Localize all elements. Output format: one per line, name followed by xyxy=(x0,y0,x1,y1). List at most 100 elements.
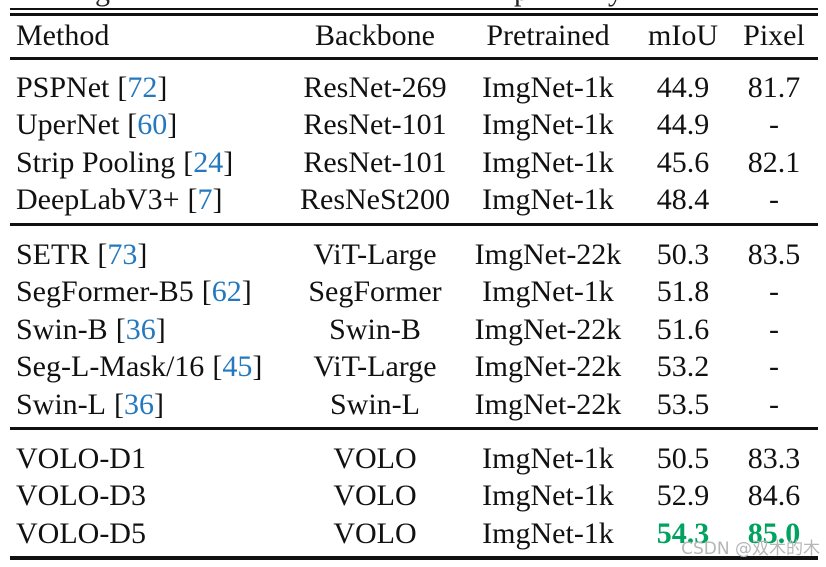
method-name: PSPNet xyxy=(16,70,110,104)
pixel-value: 83.5 xyxy=(747,237,801,271)
citation-bracket-open: [ xyxy=(127,108,138,142)
method-name: DeepLabV3+ xyxy=(16,183,180,217)
col-header-pretrained: Pretrained xyxy=(486,19,610,52)
pretrained-cell: ImgNet-1k xyxy=(482,145,614,179)
citation-bracket-close: ] xyxy=(241,275,252,309)
backbone-cell: ResNet-101 xyxy=(303,108,447,142)
citation-bracket-open: [ xyxy=(183,145,194,179)
pretrained-cell: ImgNet-1k xyxy=(482,516,614,550)
pixel-value: 85.0 xyxy=(747,516,801,550)
pretrained-cell: ImgNet-1k xyxy=(482,275,614,309)
table-group-volo: VOLO-D1 VOLO ImgNet-1k 50.5 83.3 VOLO-D3 VOLO I… xyxy=(10,440,818,553)
citation-bracket-close: ] xyxy=(154,387,164,421)
citation-bracket-close: ] xyxy=(252,350,263,384)
pixel-value: - xyxy=(769,387,779,421)
miou-value: 52.9 xyxy=(656,479,710,513)
pixel-value: 83.3 xyxy=(747,441,801,475)
pixel-value: - xyxy=(769,275,779,309)
miou-value: 50.3 xyxy=(656,237,710,271)
header-rule xyxy=(10,57,818,60)
method-cell: VOLO-D5 xyxy=(10,517,290,551)
citation-link[interactable]: 72 xyxy=(127,70,158,104)
method-cell: VOLO-D3 xyxy=(10,479,290,513)
miou-value: 51.8 xyxy=(656,275,710,309)
pretrained-cell: ImgNet-22k xyxy=(474,237,622,271)
method-name: VOLO-D1 xyxy=(16,441,146,475)
group1-bottom-rule xyxy=(10,223,818,226)
method-cell: Strip Pooling [24] xyxy=(10,146,290,180)
header-row: Method Backbone Pretrained mIoU Pixel xyxy=(10,16,818,56)
table-header: Method Backbone Pretrained mIoU Pixel xyxy=(10,16,818,56)
pretrained-cell: ImgNet-1k xyxy=(482,183,614,217)
citation-link[interactable]: 24 xyxy=(193,145,224,179)
citation-bracket-close: ] xyxy=(212,183,223,217)
citation-link[interactable]: 62 xyxy=(211,275,242,309)
table-group-transformers: SETR [73] ViT-Large ImgNet-22k 50.3 83.5 SegFo… xyxy=(10,236,818,424)
table-row: SegFormer-B5 [62] SegFormer ImgNet-1k 51.8 - xyxy=(10,274,818,312)
citation-bracket-open: [ xyxy=(201,275,212,309)
clipped-caption-strip: gpy xyxy=(0,0,826,7)
citation-bracket-open: [ xyxy=(212,350,223,384)
method-cell: VOLO-D1 xyxy=(10,442,290,476)
backbone-cell: VOLO xyxy=(333,479,417,513)
citation-bracket-open: [ xyxy=(115,312,126,346)
citation-link[interactable]: 60 xyxy=(137,108,168,142)
backbone-cell: ViT-Large xyxy=(313,237,437,271)
miou-value: 50.5 xyxy=(656,441,710,475)
table-group-cnn-baselines: PSPNet [72] ResNet-269 ImgNet-1k 44.9 81.7 Upe… xyxy=(10,69,818,219)
method-name: Swin-L xyxy=(16,387,106,421)
table-row: Swin-L [36] Swin-L ImgNet-22k 53.5- xyxy=(10,386,818,424)
method-cell: DeepLabV3+ [7] xyxy=(10,183,290,217)
miou-value: 51.6 xyxy=(656,312,710,346)
citation-bracket-close: ] xyxy=(157,70,168,104)
col-header-miou: mIoU xyxy=(648,19,718,52)
pretrained-cell: ImgNet-1k xyxy=(482,70,614,104)
miou-value: 44.9 xyxy=(656,108,710,142)
citation-link[interactable]: 36 xyxy=(125,312,156,346)
table-row: Strip Pooling [24] ResNet-101 ImgNet-1k 45.6… xyxy=(10,144,818,182)
csdn-watermark: CSDN @双木的木 xyxy=(681,539,820,559)
method-cell: UperNet [60] xyxy=(10,108,290,142)
pretrained-cell: ImgNet-22k xyxy=(474,350,622,384)
col-header-pixel: Pixel xyxy=(743,19,805,52)
pixel-value: 81.7 xyxy=(747,70,801,104)
table-row: SETR [73] ViT-Large ImgNet-22k 50.3 83.5 xyxy=(10,236,818,274)
method-cell: SETR [73] xyxy=(10,238,290,272)
citation-link[interactable]: 73 xyxy=(107,237,138,271)
method-name: VOLO-D5 xyxy=(16,516,146,550)
method-name: Seg-L-Mask/16 xyxy=(16,350,205,384)
pixel-value: - xyxy=(769,350,779,384)
citation-bracket-open: [ xyxy=(187,183,198,217)
method-cell: Seg-L-Mask/16 [45] xyxy=(10,350,290,384)
col-header-method: Method xyxy=(16,19,110,52)
caption-fragment: p xyxy=(514,0,529,6)
method-cell: SegFormer-B5 [62] xyxy=(10,275,290,309)
method-name: SegFormer-B5 xyxy=(16,275,194,309)
group2-bottom-rule xyxy=(10,427,818,430)
miou-value: 53.2 xyxy=(656,350,710,384)
method-cell: PSPNet [72] xyxy=(10,71,290,105)
table-row: PSPNet [72] ResNet-269 ImgNet-1k 44.9 81.7 xyxy=(10,69,818,107)
pixel-value: - xyxy=(769,108,779,142)
citation-link[interactable]: 7 xyxy=(197,183,213,217)
miou-value: 44.9 xyxy=(656,70,710,104)
backbone-cell: Swin-B xyxy=(329,312,421,346)
backbone-cell: SegFormer xyxy=(308,275,442,309)
citation-link[interactable]: 45 xyxy=(222,350,253,384)
miou-value: 53.5 xyxy=(656,387,710,421)
backbone-cell: Swin-L xyxy=(330,387,420,421)
pretrained-cell: ImgNet-22k xyxy=(474,387,622,421)
pretrained-cell: ImgNet-1k xyxy=(482,108,614,142)
citation-link[interactable]: 36 xyxy=(124,387,154,421)
citation-bracket-close: ] xyxy=(223,145,234,179)
backbone-cell: ResNeSt200 xyxy=(300,183,450,217)
caption-fragment: y xyxy=(608,0,623,6)
table-row: UperNet [60] ResNet-101 ImgNet-1k 44.9 - xyxy=(10,107,818,145)
pixel-value: 82.1 xyxy=(747,145,801,179)
table-row: VOLO-D3 VOLO ImgNet-1k 52.9 84.6 xyxy=(10,478,818,516)
backbone-cell: ResNet-269 xyxy=(303,70,447,104)
method-name: Swin-B xyxy=(16,312,108,346)
table-row: DeepLabV3+ [7] ResNeSt200 ImgNet-1k 48.4 - xyxy=(10,182,818,220)
method-name: SETR xyxy=(16,237,90,271)
miou-value: 54.3 xyxy=(656,516,710,550)
